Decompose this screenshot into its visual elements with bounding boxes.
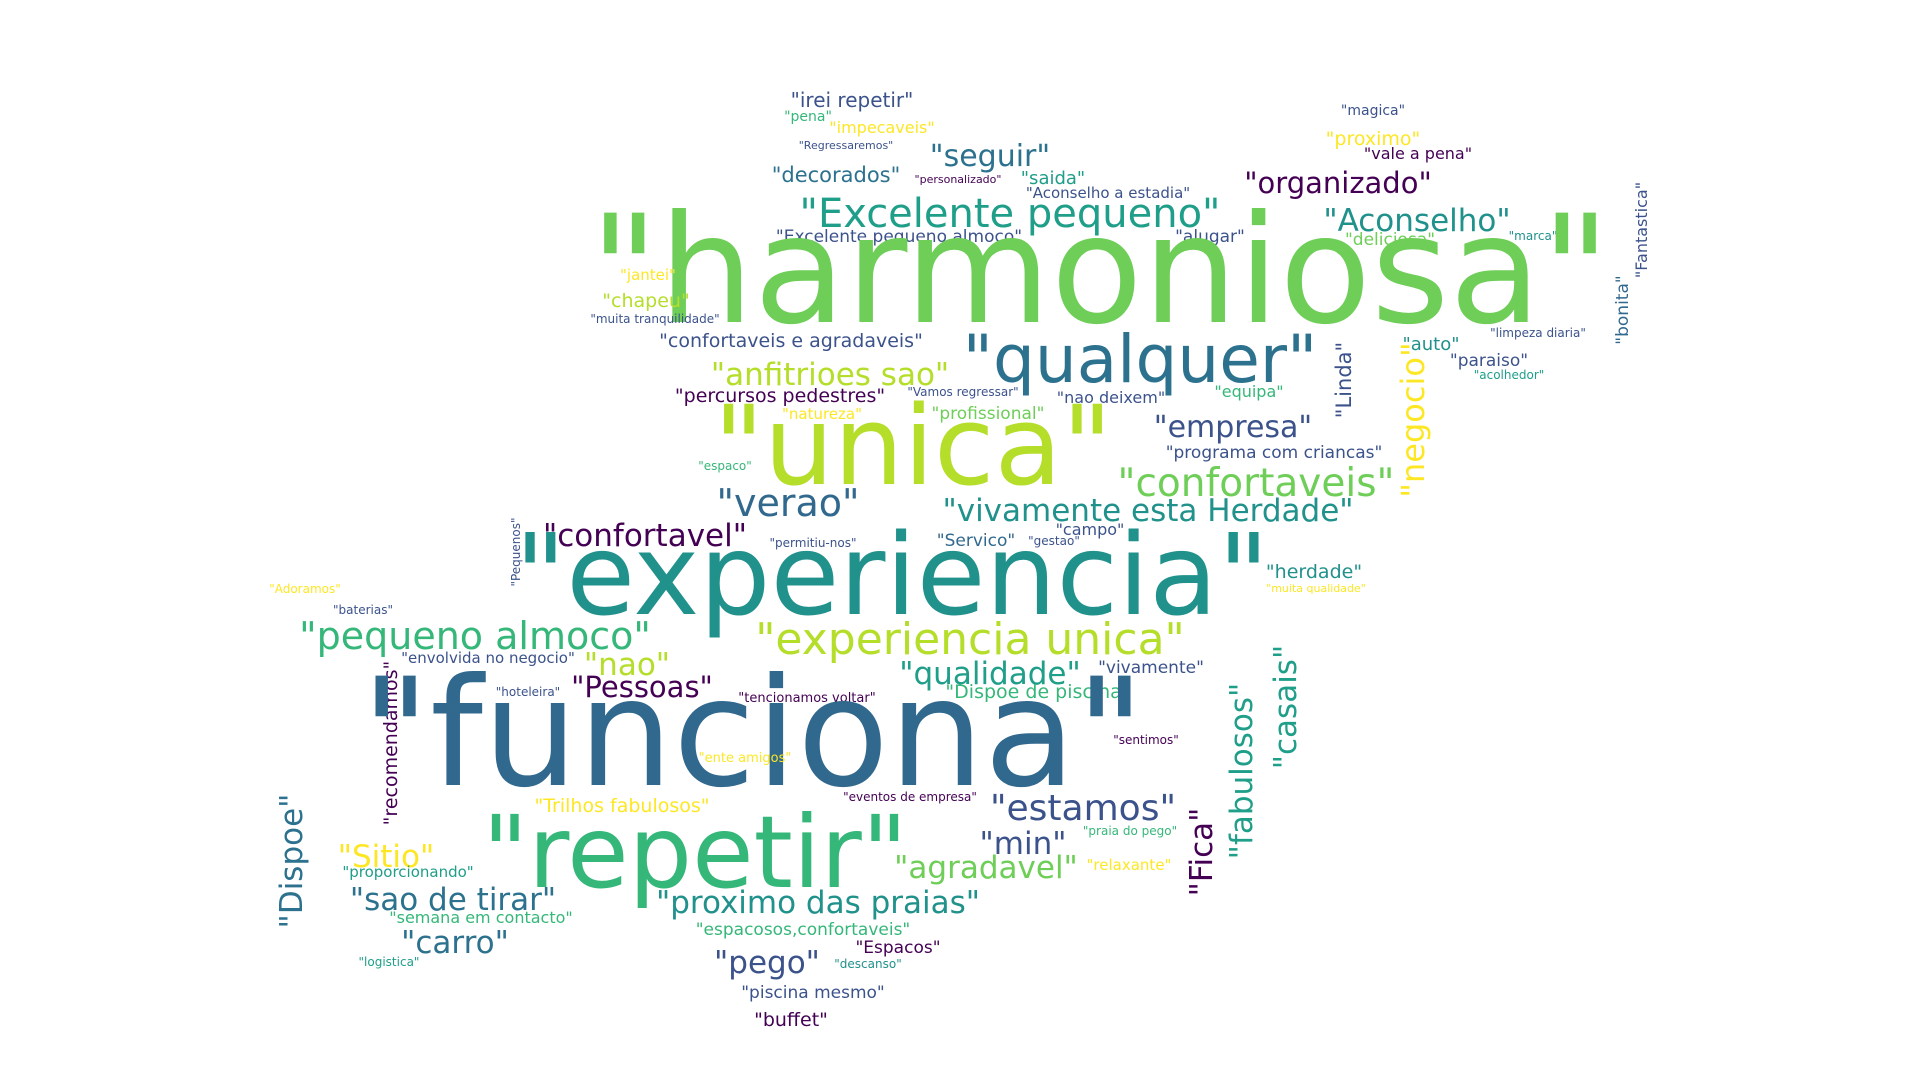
word-estamos: "estamos" [990, 788, 1176, 829]
word-proximo-das-praias: "proximo das praias" [656, 885, 980, 921]
word-campo: "campo" [1056, 520, 1125, 539]
word-jantei: "jantei" [620, 266, 676, 284]
word-experiencia-unica: "experiencia unica" [755, 614, 1185, 665]
word-deliciosa: "deliciosa" [1345, 230, 1435, 250]
word-adoramos: "Adoramos" [269, 582, 341, 596]
word-muita-tranquilidade: "muita tranquilidade" [590, 312, 719, 326]
word-pequeno-almoco: "pequeno almoco" [299, 614, 651, 658]
word-trilhos-fabulosos: "Trilhos fabulosos" [534, 795, 709, 817]
word-proximo: "proximo" [1326, 128, 1421, 150]
word-gestao: "gestao" [1028, 534, 1080, 548]
word-excelente-pequeno: "Excelente pequeno" [800, 191, 1221, 237]
word-hoteleira: "hoteleira" [496, 685, 560, 699]
word-acolhedor: "acolhedor" [1474, 368, 1545, 382]
word-praia-do-pego: "praia do pego" [1083, 824, 1177, 838]
word-natureza: "natureza" [782, 405, 862, 423]
word-espaco: "espaco" [698, 459, 752, 473]
word-tencionamos-voltar: "tencionamos voltar" [738, 691, 875, 706]
word-regressaremos: "Regressaremos" [799, 139, 894, 152]
word-dispoe-de-piscina: "Dispoe de piscina" [945, 681, 1130, 703]
word-min: "min" [980, 826, 1067, 862]
word-casais: "casais" [1268, 645, 1304, 769]
word-vivamente: "vivamente" [1098, 658, 1204, 678]
word-herdade: "herdade" [1266, 561, 1362, 583]
word-auto: "auto" [1402, 334, 1459, 355]
word-fabulosos: "fabulosos" [1224, 683, 1260, 860]
word-sentimos: "sentimos" [1113, 733, 1179, 747]
word-semana-em-contacto: "semana em contacto" [389, 908, 573, 927]
word-relaxante: "relaxante" [1087, 856, 1172, 874]
word-pequenos: "Pequenos" [509, 517, 523, 586]
word-unica: "unica" [713, 382, 1112, 510]
word-decorados: "decorados" [772, 163, 901, 187]
word-aconselho: "Aconselho" [1323, 203, 1510, 239]
word-personalizado: "personalizado" [915, 173, 1002, 186]
word-paraiso: "paraiso" [1450, 351, 1528, 371]
word-confortaveis-e-agradaveis: "confortaveis e agradaveis" [659, 330, 923, 352]
word-chapeu: "chapeu" [602, 290, 689, 312]
word-aconselho-a-estadia: "Aconselho a estadia" [1026, 184, 1190, 202]
word-anfitrioes-sao: "anfitrioes sao" [711, 357, 949, 393]
word-baterias: "baterias" [333, 603, 393, 617]
word-magica: "magica" [1341, 103, 1405, 119]
word-pena: "pena" [784, 109, 832, 125]
word-marca: "marca" [1509, 229, 1558, 243]
word-profissional: "profissional" [932, 404, 1045, 424]
word-pessoas: "Pessoas" [571, 670, 713, 704]
word-alugar: "alugar" [1175, 227, 1245, 247]
word-vamos-regressar: "Vamos regressar" [907, 385, 1018, 399]
word-organizado: "organizado" [1244, 166, 1432, 200]
word-percursos-pedestres: "percursos pedestres" [675, 385, 885, 407]
word-recomendamos: "recomendamos" [380, 661, 402, 826]
word-programa-com-criancas: "programa com criancas" [1166, 443, 1383, 463]
word-experiencia: "experiencia" [515, 511, 1270, 641]
word-sitio: "Sitio" [338, 839, 435, 875]
word-sao-de-tirar: "sao de tirar" [350, 882, 556, 918]
word-linda: "Linda" [1332, 342, 1356, 418]
word-dispoe: "Dispoe" [274, 794, 310, 929]
word-funciona: "funciona" [361, 647, 1145, 821]
word-descanso: "descanso" [834, 957, 901, 971]
word-harmoniosa: "harmoniosa" [590, 184, 1610, 358]
word-proporcionando: "proporcionando" [342, 863, 473, 881]
word-pego: "pego" [714, 945, 820, 981]
word-piscina-mesmo: "piscina mesmo" [741, 983, 885, 1003]
word-equipa: "equipa" [1214, 382, 1283, 401]
word-limpeza-diaria: "limpeza diaria" [1490, 326, 1586, 340]
word-envolvida-no-negocio: "envolvida no negocio" [401, 649, 575, 667]
word-verao: "verao" [717, 481, 860, 525]
word-irei-repetir: "irei repetir" [791, 88, 914, 112]
word-carro: "carro" [401, 925, 509, 961]
word-qualquer: "qualquer" [963, 321, 1318, 398]
word-confortaveis: "confortaveis" [1118, 461, 1395, 506]
word-impecaveis: "impecaveis" [829, 118, 934, 137]
word-vivamente-esta-herdade: "vivamente esta Herdade" [942, 493, 1353, 529]
word-negocio: "negocio" [1394, 342, 1432, 497]
word-permitiu-nos: "permitiu-nos" [770, 536, 857, 550]
word-nao: "nao" [584, 647, 670, 683]
word-excelente-pequeno-almoco: "Excelente pequeno almoco" [776, 227, 1022, 247]
word-bonita: "bonita" [1613, 275, 1633, 344]
word-agradavel: "agradavel" [894, 850, 1078, 886]
word-servico: "Servico" [937, 531, 1015, 551]
word-ente-amigos: "ente amigos" [699, 751, 792, 766]
word-qualidade: "qualidade" [899, 656, 1081, 692]
word-fantastica: "Fantastica" [1632, 182, 1651, 278]
word-logistica: "logistica" [359, 955, 420, 969]
word-seguir: "seguir" [930, 139, 1050, 174]
word-espacos: "Espacos" [855, 938, 940, 958]
word-nao-deixem: "nao deixem" [1057, 388, 1165, 407]
word-empresa: "empresa" [1154, 410, 1312, 445]
word-muita-qualidade: "muita qualidade" [1266, 582, 1366, 595]
word-saida: "saida" [1021, 168, 1085, 189]
word-vale-a-pena: "vale a pena" [1364, 144, 1472, 163]
word-fica: "Fica" [1184, 808, 1220, 897]
word-confortavel: "confortavel" [543, 518, 747, 554]
word-eventos-de-empresa: "eventos de empresa" [843, 790, 977, 804]
word-espacosos-confortaveis: "espacosos,confortaveis" [696, 920, 911, 940]
word-repetir: "repetir" [482, 794, 908, 911]
word-buffet: "buffet" [754, 1009, 828, 1031]
